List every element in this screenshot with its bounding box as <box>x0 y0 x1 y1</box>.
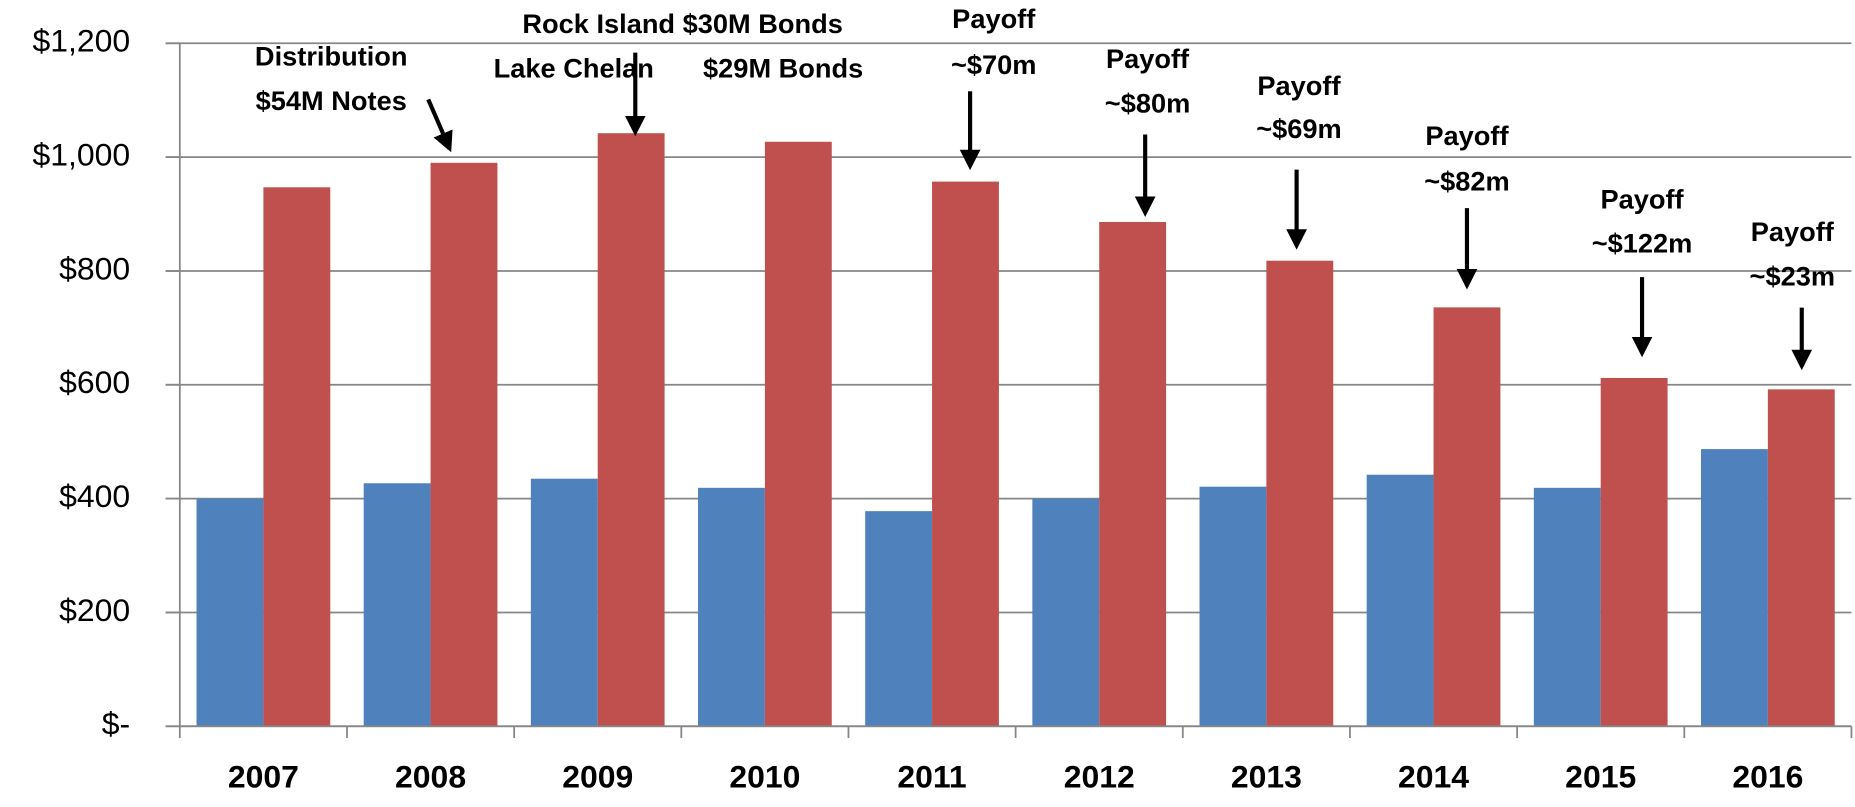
x-tick-label: 2007 <box>228 758 299 794</box>
annotation: Payoff <box>1751 217 1835 247</box>
annotation: ~$69m <box>1256 114 1341 144</box>
bar <box>1533 487 1601 727</box>
x-tick-label: 2012 <box>1064 758 1135 794</box>
bar <box>1199 486 1267 727</box>
annotation: ~$23m <box>1750 262 1835 292</box>
bar <box>698 487 765 727</box>
annotation: $54M Notes <box>256 86 407 116</box>
x-tick-label: 2014 <box>1398 758 1469 794</box>
annotation: Payoff <box>1106 44 1190 74</box>
annotation: Payoff <box>1600 184 1684 214</box>
annotation: ~$70m <box>951 50 1036 80</box>
x-tick-label: 2010 <box>729 758 800 794</box>
bar <box>865 511 933 727</box>
annotation: ~$122m <box>1592 229 1693 259</box>
annotation: $29M Bonds <box>703 53 863 83</box>
y-tick-label: $1,000 <box>32 137 130 173</box>
bar <box>530 478 598 727</box>
bar <box>1266 260 1334 727</box>
bar <box>430 162 498 727</box>
bar <box>263 187 331 727</box>
y-tick-label: $600 <box>59 364 130 400</box>
annotation: Distribution <box>255 42 408 72</box>
bar <box>1701 449 1768 727</box>
bar <box>597 133 665 727</box>
annotation-arrow <box>426 98 453 153</box>
bar <box>932 181 999 727</box>
bar <box>363 483 431 727</box>
bar <box>1099 221 1167 727</box>
y-tick-label: $800 <box>59 250 130 286</box>
bar <box>1366 474 1434 727</box>
bar <box>1032 498 1100 727</box>
x-tick-label: 2015 <box>1565 758 1636 794</box>
bar <box>764 141 832 727</box>
annotation: ~$80m <box>1105 88 1190 118</box>
y-tick-label: $- <box>102 706 130 742</box>
annotation: Payoff <box>952 4 1036 34</box>
annotation: Lake Chelan <box>494 53 654 83</box>
x-tick-label: 2016 <box>1732 758 1803 794</box>
y-tick-label: $1,200 <box>32 23 130 59</box>
annotation: Rock Island $30M Bonds <box>522 9 842 39</box>
y-tick-label: $200 <box>59 592 130 628</box>
bar <box>1433 307 1501 727</box>
annotation: Payoff <box>1257 71 1341 101</box>
bar <box>196 498 264 727</box>
annotation: ~$82m <box>1424 167 1509 197</box>
x-tick-label: 2008 <box>395 758 466 794</box>
bar <box>1767 389 1835 727</box>
bar <box>1600 377 1668 727</box>
annotation: Payoff <box>1425 121 1509 151</box>
x-tick-label: 2013 <box>1231 758 1302 794</box>
x-tick-label: 2009 <box>562 758 633 794</box>
x-tick-label: 2011 <box>897 758 966 794</box>
y-tick-label: $400 <box>59 478 130 514</box>
